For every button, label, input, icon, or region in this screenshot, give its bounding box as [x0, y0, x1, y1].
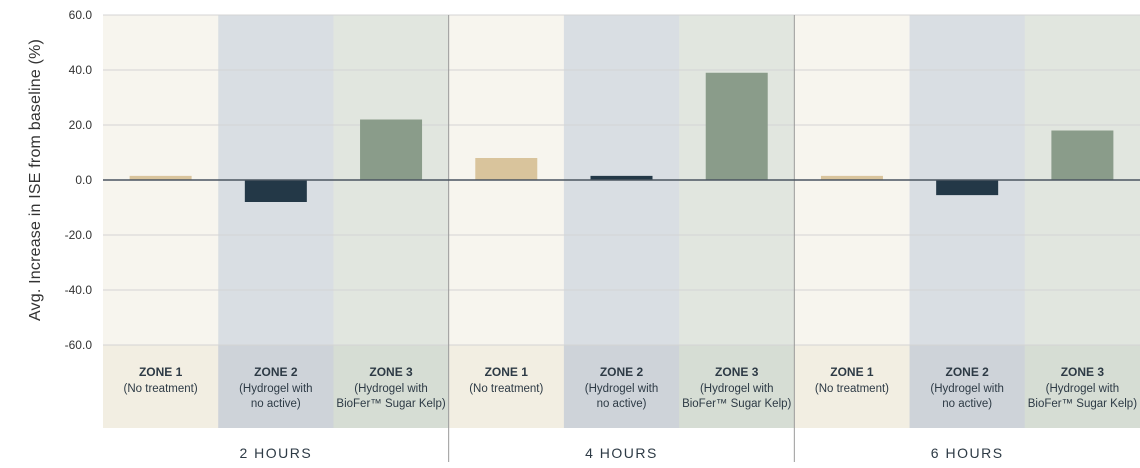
zone-desc-label: (Hydrogel with [354, 383, 428, 395]
group-label: 2 HOURS [239, 445, 312, 461]
zone-name-label: ZONE 1 [830, 365, 874, 379]
zone-desc-label: no active) [942, 398, 992, 410]
zone-desc-label: (No treatment) [124, 383, 198, 395]
zone-desc-label: no active) [597, 398, 647, 410]
bar [1051, 131, 1113, 181]
zone-desc-label: (Hydrogel with [1046, 383, 1120, 395]
group-label: 6 HOURS [931, 445, 1004, 461]
bar [245, 180, 307, 202]
group-label: 4 HOURS [585, 445, 658, 461]
zone-desc-label: (Hydrogel with [239, 383, 313, 395]
bar [475, 158, 537, 180]
zone-name-label: ZONE 3 [369, 365, 413, 379]
zone-desc-label: BioFer™ Sugar Kelp) [336, 398, 445, 410]
y-tick-label: 40.0 [69, 63, 93, 77]
zone-desc-label: (No treatment) [815, 383, 889, 395]
y-tick-label: -20.0 [65, 228, 93, 242]
zone-desc-label: BioFer™ Sugar Kelp) [1028, 398, 1137, 410]
zone-name-label: ZONE 3 [1061, 365, 1105, 379]
zone-name-label: ZONE 2 [945, 365, 989, 379]
zone-name-label: ZONE 2 [254, 365, 298, 379]
zone-desc-label: (No treatment) [469, 383, 543, 395]
y-axis-label: Avg. Increase in ISE from baseline (%) [27, 39, 44, 321]
zone-desc-label: (Hydrogel with [585, 383, 659, 395]
y-tick-label: 20.0 [69, 118, 93, 132]
zone-desc-label: no active) [251, 398, 301, 410]
zone-name-label: ZONE 2 [600, 365, 644, 379]
y-tick-label: -60.0 [65, 338, 93, 352]
zone-desc-label: (Hydrogel with [700, 383, 774, 395]
zone-name-label: ZONE 1 [139, 365, 183, 379]
bar [936, 180, 998, 195]
bar [360, 120, 422, 181]
zone-desc-label: (Hydrogel with [930, 383, 1004, 395]
y-tick-label: -40.0 [65, 283, 93, 297]
bar [706, 73, 768, 180]
y-tick-label: 60.0 [69, 8, 93, 22]
zone-name-label: ZONE 3 [715, 365, 759, 379]
zone-name-label: ZONE 1 [485, 365, 529, 379]
zone-desc-label: BioFer™ Sugar Kelp) [682, 398, 791, 410]
y-tick-label: 0.0 [75, 173, 92, 187]
